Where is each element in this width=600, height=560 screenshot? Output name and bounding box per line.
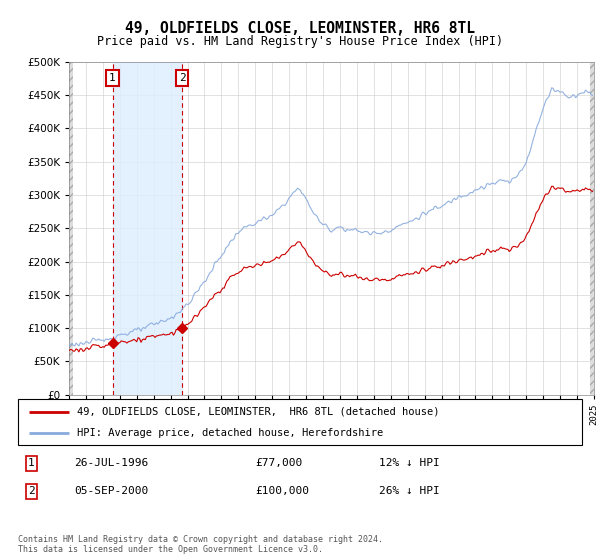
Text: 1: 1: [28, 459, 35, 468]
Text: 49, OLDFIELDS CLOSE, LEOMINSTER,  HR6 8TL (detached house): 49, OLDFIELDS CLOSE, LEOMINSTER, HR6 8TL…: [77, 407, 440, 417]
Text: 12% ↓ HPI: 12% ↓ HPI: [379, 459, 440, 468]
Text: 26% ↓ HPI: 26% ↓ HPI: [379, 487, 440, 496]
Text: 49, OLDFIELDS CLOSE, LEOMINSTER, HR6 8TL: 49, OLDFIELDS CLOSE, LEOMINSTER, HR6 8TL: [125, 21, 475, 36]
Bar: [113, 62, 182, 395]
Text: 1: 1: [109, 73, 116, 83]
Text: 05-SEP-2000: 05-SEP-2000: [74, 487, 149, 496]
Text: £100,000: £100,000: [255, 487, 309, 496]
FancyBboxPatch shape: [18, 399, 582, 445]
Text: HPI: Average price, detached house, Herefordshire: HPI: Average price, detached house, Here…: [77, 428, 383, 438]
Text: £77,000: £77,000: [255, 459, 302, 468]
Text: 26-JUL-1996: 26-JUL-1996: [74, 459, 149, 468]
Text: 2: 2: [28, 487, 35, 496]
Text: Contains HM Land Registry data © Crown copyright and database right 2024.
This d: Contains HM Land Registry data © Crown c…: [18, 535, 383, 554]
Text: 2: 2: [179, 73, 185, 83]
Text: Price paid vs. HM Land Registry's House Price Index (HPI): Price paid vs. HM Land Registry's House …: [97, 35, 503, 48]
